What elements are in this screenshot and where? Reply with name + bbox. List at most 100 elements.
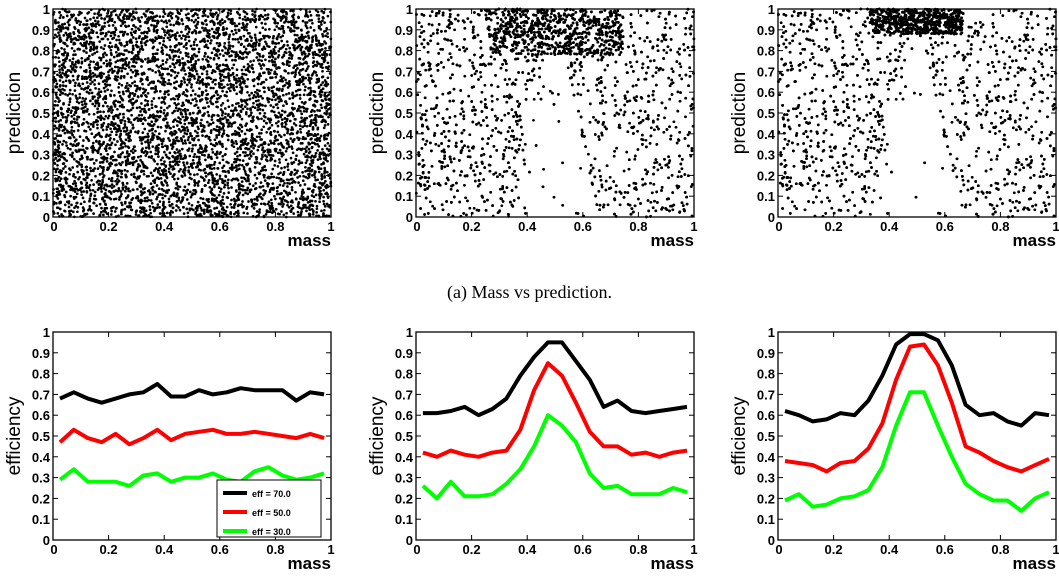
scatter-point <box>235 195 239 198</box>
scatter-point <box>117 114 120 117</box>
scatter-point <box>64 57 68 61</box>
scatter-point <box>255 56 259 59</box>
scatter-point <box>261 155 264 159</box>
scatter-point <box>161 27 164 31</box>
scatter-point <box>158 15 162 18</box>
scatter-point <box>73 179 76 183</box>
scatter-point <box>266 34 270 38</box>
scatter-point <box>78 96 82 99</box>
scatter-point <box>279 75 283 78</box>
scatter-point <box>329 10 332 14</box>
scatter-point <box>54 55 58 59</box>
scatter-point <box>71 106 75 109</box>
scatter-point <box>251 13 254 16</box>
scatter-point <box>85 176 88 180</box>
scatter-point <box>108 184 112 188</box>
scatter-point <box>203 184 207 187</box>
scatter-point <box>172 81 176 85</box>
scatter-point <box>324 29 328 33</box>
scatter-point <box>70 46 74 50</box>
scatter-point <box>245 98 249 102</box>
scatter-point <box>187 202 191 205</box>
scatter-point <box>321 87 325 91</box>
scatter-point <box>183 107 187 111</box>
scatter-point <box>190 85 193 89</box>
scatter-point <box>173 86 176 90</box>
scatter-point <box>114 50 118 54</box>
scatter-point <box>124 24 127 28</box>
scatter-point <box>87 26 90 30</box>
scatter-point <box>129 76 133 79</box>
scatter-point <box>230 54 233 57</box>
scatter-point <box>262 36 266 40</box>
scatter-point <box>141 187 145 191</box>
scatter-point <box>263 8 267 12</box>
scatter-point <box>187 30 191 34</box>
scatter-point <box>251 78 255 82</box>
scatter-point <box>315 214 318 218</box>
scatter-point <box>249 119 253 123</box>
scatter-point <box>124 214 128 218</box>
scatter-point <box>151 52 155 56</box>
scatter-point <box>146 21 149 24</box>
scatter-point <box>317 14 321 17</box>
scatter-point <box>120 19 123 23</box>
scatter-point <box>272 110 276 114</box>
scatter-point <box>243 81 246 85</box>
scatter-point <box>279 179 283 183</box>
scatter-point <box>107 177 111 181</box>
scatter-point <box>95 31 99 35</box>
scatter-point <box>181 34 185 37</box>
scatter-point <box>64 176 68 180</box>
scatter-point <box>326 123 330 126</box>
scatter-point <box>99 46 103 49</box>
scatter-point <box>308 98 311 101</box>
scatter-point <box>78 175 81 179</box>
scatter-point <box>75 118 79 121</box>
scatter-point <box>248 50 251 54</box>
scatter-point <box>65 44 69 48</box>
scatter-point <box>68 92 72 96</box>
scatter-point <box>215 182 219 186</box>
scatter-point <box>168 211 172 215</box>
scatter-point <box>98 72 102 75</box>
scatter-point <box>157 155 160 158</box>
scatter-point <box>328 112 332 115</box>
scatter-point <box>293 44 296 48</box>
x-tick-label: 0.2 <box>100 219 118 234</box>
scatter-point <box>211 181 215 185</box>
scatter-point <box>154 85 158 88</box>
scatter-point <box>302 93 306 97</box>
scatter-point <box>277 142 280 146</box>
scatter-point <box>291 20 295 24</box>
scatter-point <box>79 20 83 24</box>
scatter-point <box>91 97 95 100</box>
scatter-point <box>199 206 203 210</box>
scatter-point <box>80 87 83 90</box>
scatter-point <box>178 120 182 124</box>
scatter-point <box>242 56 245 60</box>
scatter-point <box>137 163 140 166</box>
scatter-point <box>161 15 165 18</box>
scatter-point <box>61 129 65 132</box>
scatter-point <box>174 136 178 140</box>
scatter-point <box>100 135 103 139</box>
scatter-point <box>79 65 83 69</box>
scatter-point <box>168 65 172 68</box>
scatter-point <box>179 85 182 88</box>
scatter-point <box>226 178 230 182</box>
scatter-point <box>183 174 187 177</box>
scatter-point <box>319 83 323 87</box>
scatter-point <box>323 166 327 170</box>
scatter-point <box>206 39 210 43</box>
scatter-point <box>291 102 295 106</box>
scatter-point <box>183 166 187 169</box>
y-tick-label: 0.6 <box>32 85 50 100</box>
scatter-point <box>89 60 92 63</box>
scatter-point <box>316 127 320 131</box>
scatter-point <box>100 190 103 193</box>
scatter-point <box>116 65 120 69</box>
scatter-point <box>308 200 312 203</box>
scatter-point <box>283 110 287 114</box>
scatter-point <box>151 185 155 189</box>
